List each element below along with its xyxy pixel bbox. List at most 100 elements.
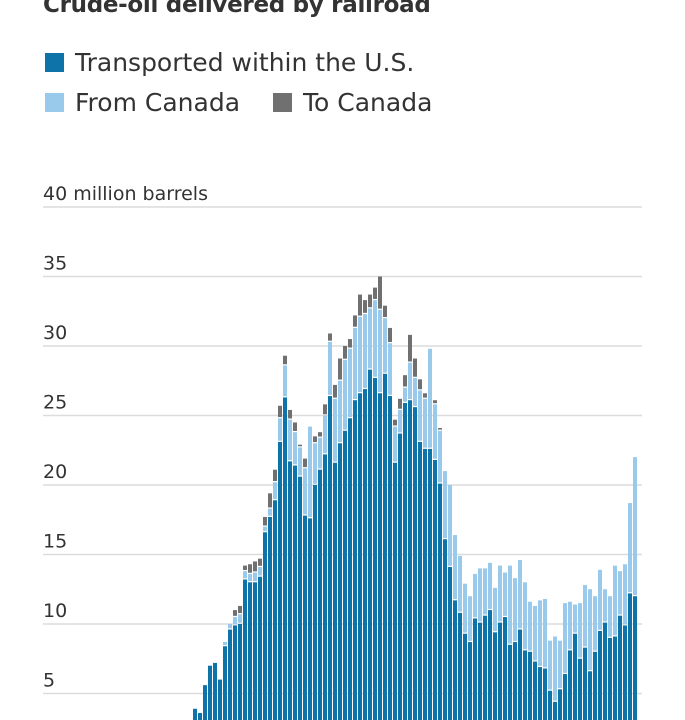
bar-to-canada-18 xyxy=(283,355,287,365)
bar-from-canada-54 xyxy=(463,583,467,633)
bar-from-canada-50 xyxy=(443,471,447,539)
bar-from-canada-45 xyxy=(418,390,422,441)
bar-from-canada-19 xyxy=(288,419,292,461)
bar-us-5 xyxy=(218,679,222,720)
bar-from-canada-29 xyxy=(338,380,342,443)
bar-from-canada-82 xyxy=(603,589,607,622)
chart-title: Crude-oil delivered by railroad xyxy=(43,0,431,18)
bar-from-canada-21 xyxy=(298,447,302,476)
bar-from-canada-39 xyxy=(388,343,392,395)
bar-from-canada-73 xyxy=(558,640,562,689)
bar-us-8 xyxy=(233,625,237,720)
bar-us-41 xyxy=(398,433,402,720)
bar-us-60 xyxy=(493,632,497,720)
bar-us-49 xyxy=(438,483,442,720)
bar-from-canada-9 xyxy=(238,614,242,623)
bar-us-85 xyxy=(618,615,622,720)
bar-us-37 xyxy=(378,393,382,720)
bar-from-canada-52 xyxy=(453,535,457,600)
bar-us-15 xyxy=(268,516,272,720)
bar-us-28 xyxy=(333,462,337,720)
bar-us-39 xyxy=(388,396,392,720)
bar-from-canada-60 xyxy=(493,587,497,632)
bar-us-64 xyxy=(513,642,517,720)
bar-from-canada-55 xyxy=(468,596,472,641)
bar-to-canada-13 xyxy=(258,558,262,566)
bar-us-61 xyxy=(498,622,502,720)
bar-us-81 xyxy=(598,630,602,720)
bar-from-canada-69 xyxy=(538,600,542,666)
bar-us-26 xyxy=(323,454,327,720)
bar-to-canada-24 xyxy=(313,436,317,443)
bar-us-50 xyxy=(443,539,447,720)
bar-us-53 xyxy=(458,612,462,720)
bar-from-canada-77 xyxy=(578,603,582,658)
bar-to-canada-37 xyxy=(378,276,382,309)
legend-swatch-to-canada xyxy=(273,93,292,112)
bar-us-32 xyxy=(353,400,357,720)
bar-to-canada-33 xyxy=(358,294,362,316)
y-axis-ticks: 40 million barrels 35 30 25 20 15 10 5 xyxy=(43,183,208,692)
bar-us-40 xyxy=(393,462,397,720)
bar-from-canada-84 xyxy=(613,565,617,636)
bar-us-57 xyxy=(478,622,482,720)
bar-us-22 xyxy=(303,515,307,720)
bar-us-62 xyxy=(503,617,507,720)
bar-from-canada-86 xyxy=(623,564,627,625)
bar-from-canada-38 xyxy=(383,318,387,373)
bar-from-canada-15 xyxy=(268,508,272,516)
bar-to-canada-10 xyxy=(243,565,247,570)
bar-us-79 xyxy=(588,671,592,720)
bar-from-canada-81 xyxy=(598,569,602,630)
bar-from-canada-20 xyxy=(293,432,297,465)
bar-from-canada-10 xyxy=(243,571,247,579)
bar-from-canada-70 xyxy=(543,598,547,668)
bar-from-canada-17 xyxy=(278,418,282,441)
bar-from-canada-44 xyxy=(413,377,417,406)
bar-from-canada-36 xyxy=(373,300,377,377)
bar-from-canada-30 xyxy=(343,359,347,430)
bar-from-canada-65 xyxy=(518,560,522,629)
bar-from-canada-26 xyxy=(323,415,327,454)
bar-us-48 xyxy=(433,459,437,720)
bar-from-canada-58 xyxy=(483,568,487,615)
bar-to-canada-26 xyxy=(323,404,327,415)
legend-swatch-us xyxy=(45,53,64,72)
bar-from-canada-47 xyxy=(428,348,432,448)
bar-from-canada-74 xyxy=(563,603,567,673)
bar-to-canada-34 xyxy=(363,300,367,313)
bar-us-11 xyxy=(248,582,252,720)
bar-to-canada-28 xyxy=(333,384,337,398)
bar-from-canada-41 xyxy=(398,409,402,433)
bar-from-canada-57 xyxy=(478,568,482,622)
bar-us-46 xyxy=(423,448,427,720)
bar-us-4 xyxy=(213,662,217,720)
bar-us-55 xyxy=(468,642,472,720)
bar-from-canada-8 xyxy=(233,617,237,625)
legend-swatch-from-canada xyxy=(45,93,64,112)
bar-to-canada-22 xyxy=(303,458,307,468)
bar-from-canada-80 xyxy=(593,596,597,651)
bar-from-canada-42 xyxy=(403,387,407,402)
y-tick-label-20: 20 xyxy=(43,461,67,483)
bar-from-canada-43 xyxy=(408,362,412,400)
bar-us-69 xyxy=(538,667,542,720)
bar-us-86 xyxy=(623,625,627,720)
bar-us-68 xyxy=(533,661,537,720)
bar-us-30 xyxy=(343,430,347,720)
bar-us-13 xyxy=(258,576,262,720)
bar-from-canada-61 xyxy=(498,565,502,622)
bar-to-canada-35 xyxy=(368,294,372,308)
bar-from-canada-87 xyxy=(628,503,632,593)
bar-to-canada-43 xyxy=(408,334,412,362)
bar-from-canada-48 xyxy=(433,404,437,459)
bar-from-canada-12 xyxy=(253,572,257,582)
bar-to-canada-21 xyxy=(298,444,302,447)
bar-from-canada-37 xyxy=(378,309,382,393)
bar-from-canada-33 xyxy=(358,316,362,393)
bar-us-58 xyxy=(483,615,487,720)
bar-to-canada-15 xyxy=(268,493,272,508)
y-tick-label-5: 5 xyxy=(43,670,55,692)
bar-us-23 xyxy=(308,518,312,720)
